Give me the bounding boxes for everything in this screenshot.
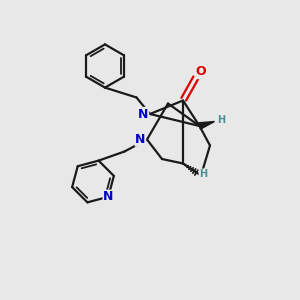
Text: H: H: [217, 115, 225, 125]
Polygon shape: [199, 122, 214, 129]
Text: O: O: [196, 65, 206, 79]
Text: N: N: [138, 107, 148, 121]
Text: H: H: [199, 169, 207, 179]
Text: N: N: [135, 133, 146, 146]
Text: N: N: [103, 190, 113, 203]
